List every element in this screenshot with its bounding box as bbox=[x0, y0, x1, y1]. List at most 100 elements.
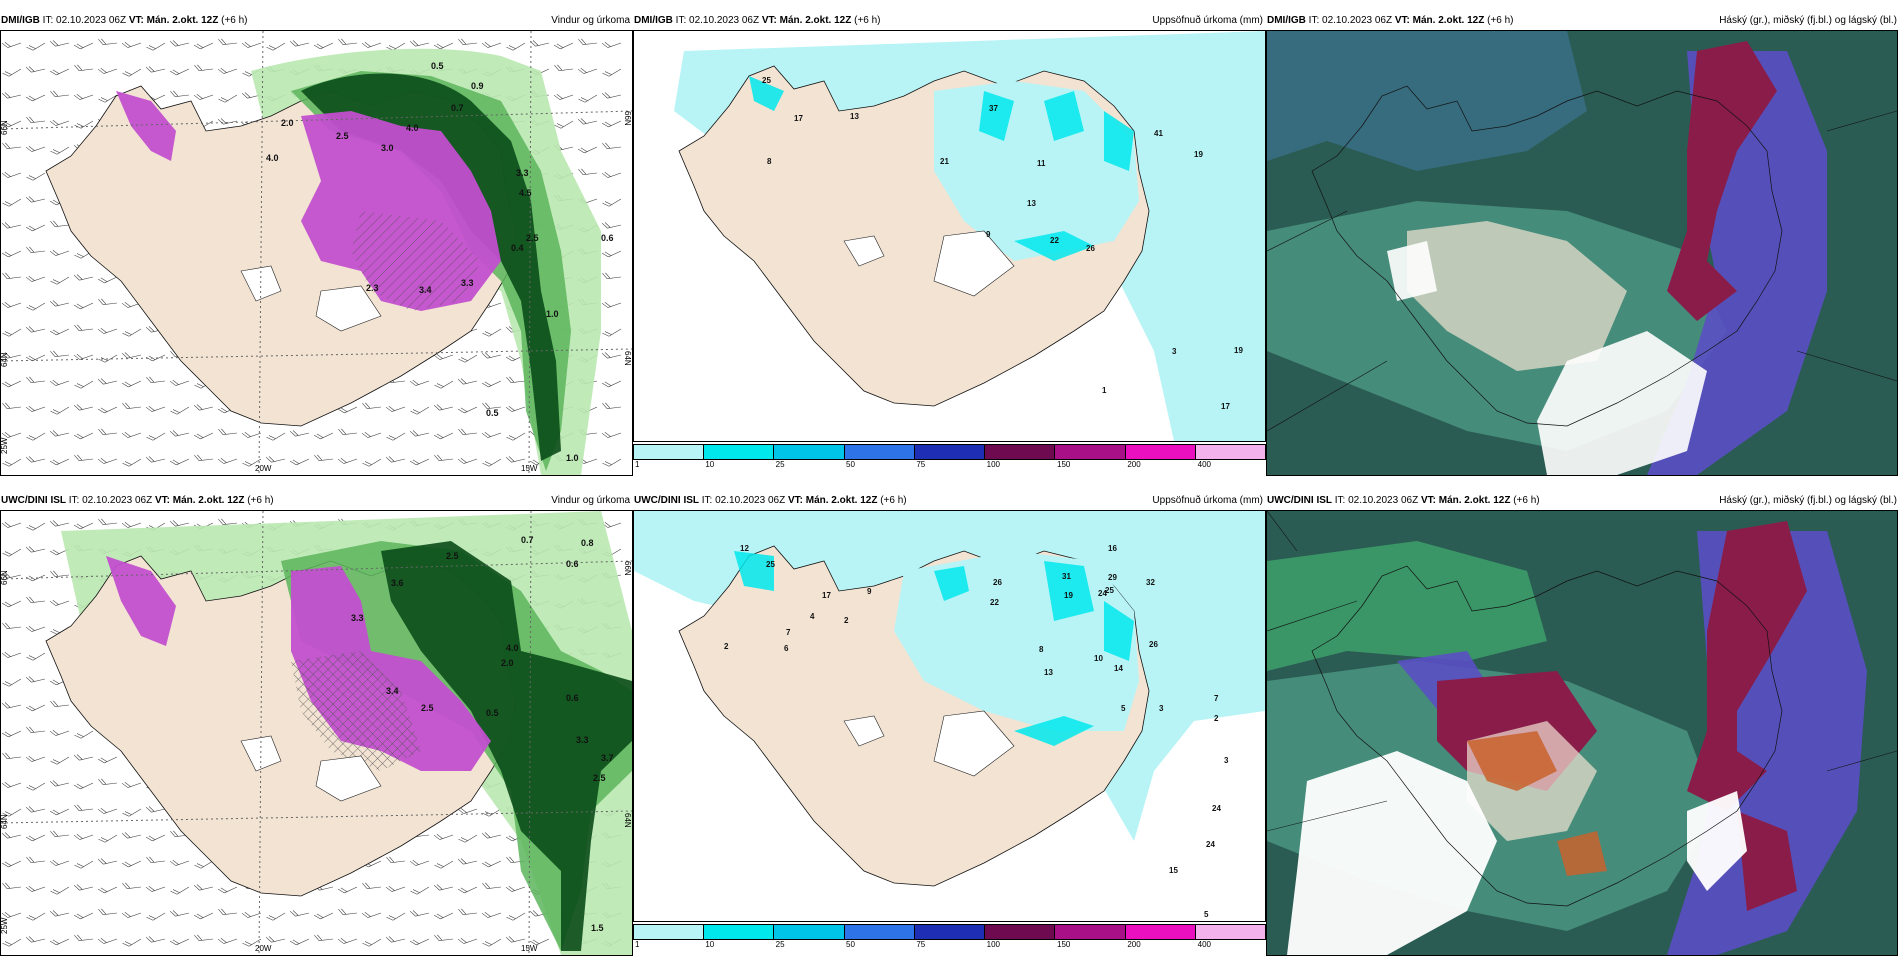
accum-label: 17 bbox=[1221, 402, 1230, 411]
wind-barb bbox=[601, 352, 622, 359]
wind-barb bbox=[506, 912, 526, 921]
coastline bbox=[1311, 565, 1783, 907]
wind-barb bbox=[457, 457, 478, 464]
wind-barb bbox=[337, 406, 358, 414]
wind-barb bbox=[193, 432, 214, 440]
accum-label: 2 bbox=[1214, 714, 1219, 723]
cloud-white bbox=[1387, 241, 1707, 475]
accum-label: 4 bbox=[810, 612, 815, 621]
field-title: Uppsöfnuð úrkoma (mm) bbox=[1152, 15, 1263, 26]
wind-barb bbox=[73, 782, 94, 790]
map-frame bbox=[1266, 510, 1898, 956]
wind-barb bbox=[313, 912, 334, 920]
lon-label-15w: 15W bbox=[521, 944, 538, 953]
lon-label-15w: 15W bbox=[521, 464, 538, 473]
wind-barb bbox=[242, 938, 262, 947]
wind-barb bbox=[73, 302, 94, 310]
accum-label: 3 bbox=[1172, 347, 1177, 356]
wind-barb bbox=[385, 936, 406, 943]
wind-barb bbox=[1, 301, 22, 308]
wind-barb bbox=[578, 94, 598, 103]
hatched-area bbox=[351, 211, 481, 311]
graticule bbox=[1267, 511, 1897, 832]
accum-label: 8 bbox=[1039, 645, 1044, 654]
wind-barb bbox=[73, 353, 94, 360]
lon-label-20w: 20W bbox=[255, 944, 272, 953]
vt-label: VT: bbox=[154, 495, 170, 506]
accum-label: 29 bbox=[1108, 573, 1117, 582]
wind-barb bbox=[193, 93, 214, 100]
wind-barb bbox=[49, 808, 70, 816]
accum-label: 25 bbox=[1105, 586, 1114, 595]
wind-barb bbox=[1, 600, 22, 608]
panel-dmi-clouds: DMI/IGB IT: 02.10.2023 06Z VT: Mán. 2.ok… bbox=[1266, 12, 1900, 476]
wind-barb bbox=[1, 250, 22, 258]
wind-barb bbox=[433, 884, 454, 891]
wind-barb bbox=[314, 934, 334, 942]
wind-barb bbox=[458, 834, 478, 843]
wind-barb bbox=[1, 572, 22, 579]
wind-barb bbox=[434, 860, 454, 869]
wind-barb bbox=[362, 458, 382, 467]
vt-label: VT: bbox=[1394, 15, 1410, 26]
accum-label: 13 bbox=[1027, 199, 1036, 208]
panel-uwc-clouds: UWC/DINI ISL IT: 02.10.2023 06Z VT: Mán.… bbox=[1266, 492, 1900, 956]
wind-barb bbox=[457, 378, 478, 385]
colorbar-cell bbox=[634, 925, 705, 939]
wind-barb bbox=[1, 521, 22, 528]
cloud-green bbox=[1267, 541, 1547, 671]
wind-barb bbox=[1, 380, 22, 388]
wind-barb bbox=[1, 730, 22, 738]
wind-barb bbox=[409, 859, 430, 866]
wind-barb bbox=[73, 432, 94, 440]
wind-barb bbox=[602, 272, 622, 280]
wind-barb bbox=[50, 756, 70, 765]
panel-header: DMI/IGB IT: 02.10.2023 06Z VT: Mán. 2.ok… bbox=[1266, 12, 1900, 30]
wind-barb bbox=[25, 755, 46, 762]
wind-barb bbox=[74, 454, 94, 462]
wind-barb bbox=[26, 116, 46, 124]
accum-label: 37 bbox=[989, 104, 998, 113]
wind-barb bbox=[122, 328, 142, 337]
precip-label: 0.4 bbox=[511, 243, 524, 253]
it-label: IT: bbox=[68, 495, 80, 506]
colorbar-cell bbox=[844, 925, 915, 939]
accum-label: 7 bbox=[786, 628, 791, 637]
precip-label: 3.3 bbox=[351, 613, 364, 623]
lon-label-25w: 25W bbox=[1, 917, 9, 934]
wind-barb bbox=[602, 198, 622, 207]
wind-barb bbox=[578, 38, 598, 46]
wind-barb bbox=[242, 458, 262, 467]
wind-barb bbox=[506, 42, 526, 51]
wind-barb bbox=[602, 458, 622, 467]
wind-barb bbox=[193, 884, 214, 891]
wind-barb bbox=[241, 41, 262, 48]
field-title: Vindur og úrkoma bbox=[551, 15, 630, 26]
wind-barb bbox=[457, 807, 478, 814]
wind-barb bbox=[73, 833, 94, 840]
wind-barb bbox=[289, 458, 310, 466]
precip-label: 2.0 bbox=[501, 658, 514, 668]
panel-dmi-wind-precip: DMI/IGB IT: 02.10.2023 06Z VT: Mán. 2.ok… bbox=[0, 12, 633, 476]
wind-barb bbox=[25, 145, 46, 152]
accum-label: 17 bbox=[822, 591, 831, 600]
colorbar-tick: 25 bbox=[775, 460, 785, 469]
wind-barb bbox=[145, 834, 166, 842]
wind-barb bbox=[49, 458, 70, 466]
wind-barb bbox=[121, 521, 142, 528]
wind-barb bbox=[97, 276, 118, 284]
precip-label: 0.5 bbox=[431, 61, 444, 71]
accum-label: 11 bbox=[1037, 159, 1046, 168]
wind-barb bbox=[49, 249, 70, 256]
colorbar-cell bbox=[985, 445, 1056, 459]
precip-dark bbox=[301, 73, 561, 461]
wind-barb bbox=[218, 908, 238, 916]
wind-barb bbox=[169, 430, 190, 437]
accum-label: 19 bbox=[1234, 346, 1243, 355]
wind-barb bbox=[385, 456, 406, 463]
wind-barb bbox=[553, 93, 574, 100]
accum-label: 25 bbox=[766, 560, 775, 569]
accum-mid bbox=[734, 551, 1134, 746]
wind-barb bbox=[49, 859, 70, 866]
colorbar-cell bbox=[914, 925, 986, 939]
